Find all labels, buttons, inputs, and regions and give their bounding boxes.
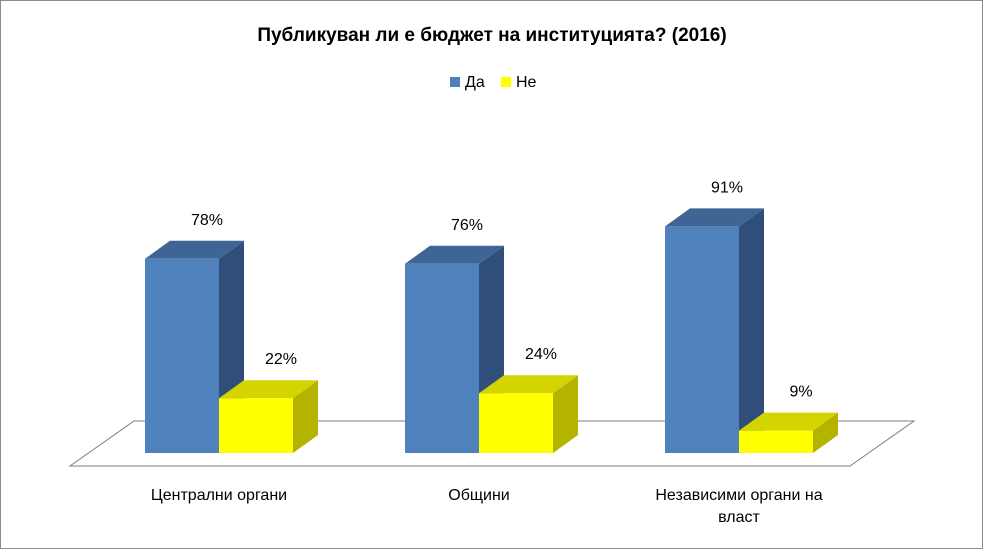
bar-front [145,258,219,453]
bar-top [405,245,504,264]
category-label-line: власт [718,509,760,526]
bar-yes-2 [665,208,764,453]
bar-side [293,380,318,453]
bar-front [739,430,813,453]
category-label: Централни органи [151,487,287,504]
legend-item-no: Не [501,74,537,91]
legend: Да Не [450,74,537,91]
category-label-line: Общини [448,487,509,504]
data-labels: 78% 22% 76% 24% 91% 9% [191,179,813,400]
category-labels: Централни органи Общини Независими органи … [151,487,823,526]
category-label: Общини [448,487,509,504]
bar-no-1 [479,375,578,453]
data-label: 78% [191,212,223,229]
bar-front [665,226,739,453]
data-label: 9% [789,384,812,401]
data-label: 24% [525,346,557,363]
legend-item-yes: Да [450,74,485,91]
bar-top [665,208,764,227]
bar-top [739,412,838,431]
bar-top [219,380,318,399]
category-label-line: Независими органи на [655,487,822,504]
legend-swatch-no [501,77,511,87]
data-label: 22% [265,351,297,368]
bar-side [739,208,764,453]
category-label-line: Централни органи [151,487,287,504]
bars-layer [145,208,838,453]
category-label: Независими органи на власт [655,487,822,526]
bar-side [553,375,578,453]
bar-front [219,398,293,453]
legend-label-no: Не [516,74,537,91]
data-label: 76% [451,217,483,234]
bar-front [405,263,479,453]
bar-top [479,375,578,394]
bar-front [479,393,553,453]
legend-swatch-yes [450,77,460,87]
chart-title: Публикуван ли е бюджет на институцията? … [257,25,726,46]
bar-top [145,240,244,259]
bar-side [813,412,838,453]
legend-label-yes: Да [465,74,485,91]
bar-no-2 [739,412,838,453]
bar-no-0 [219,380,318,453]
data-label: 91% [711,179,743,196]
